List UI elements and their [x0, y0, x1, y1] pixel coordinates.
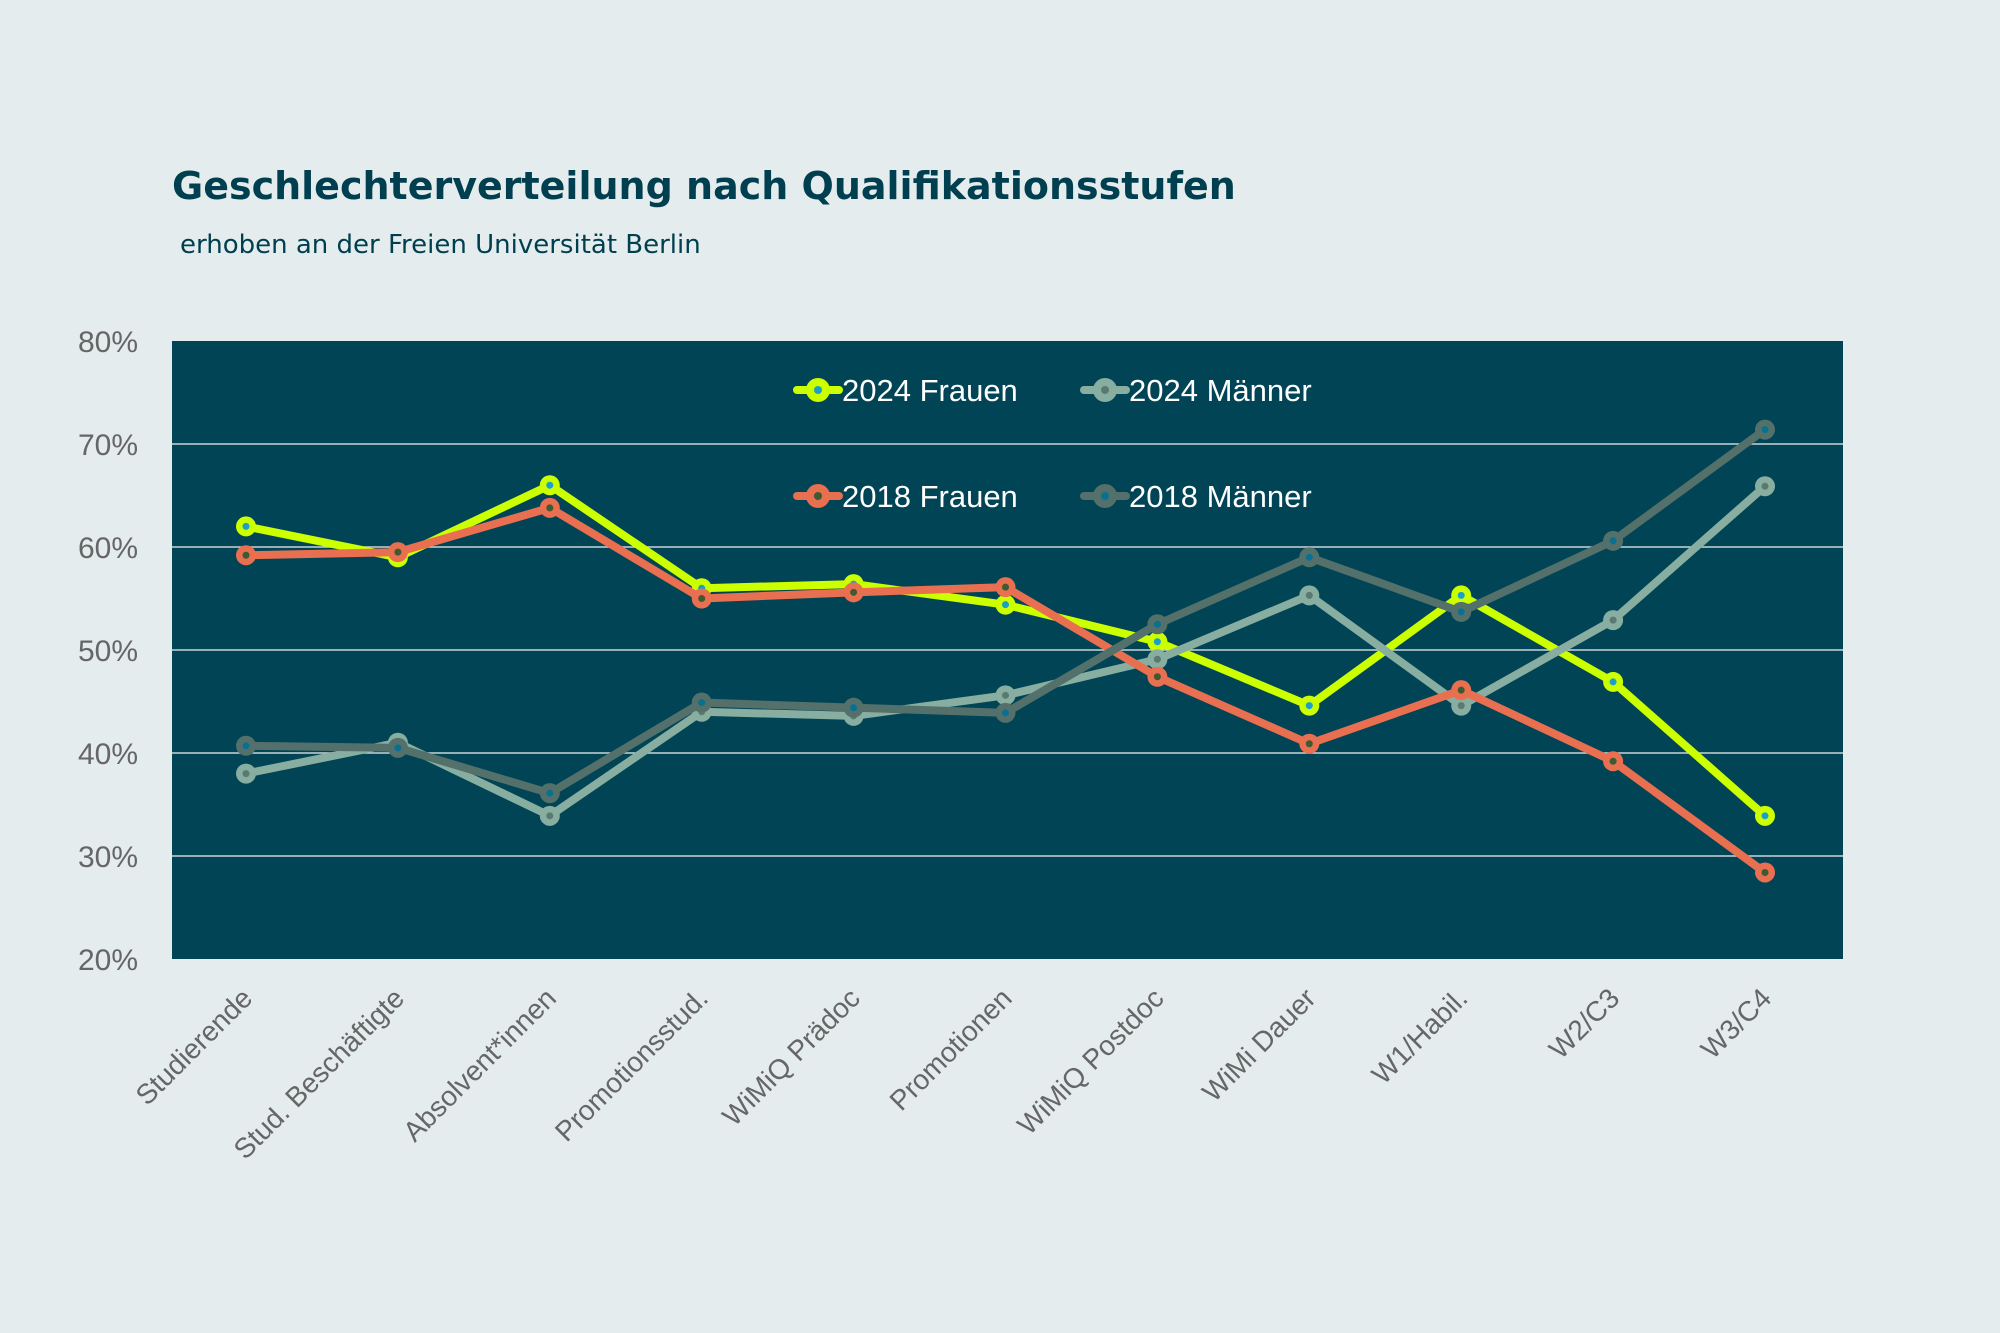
- legend-label: 2024 Männer: [1129, 373, 1312, 408]
- y-tick-label: 80%: [78, 326, 138, 359]
- x-tick-label: Studierende: [130, 982, 259, 1111]
- data-point-center: [698, 595, 706, 602]
- x-tick-label: WiMiQ Postdoc: [1011, 982, 1169, 1140]
- data-point-center: [1153, 655, 1161, 663]
- data-point-center: [1002, 709, 1009, 717]
- data-point-center: [1457, 686, 1465, 694]
- data-point-center: [242, 551, 250, 559]
- x-tick-label: WiMi Dauer: [1196, 982, 1321, 1107]
- y-tick-label: 60%: [78, 532, 138, 565]
- data-point-center: [698, 699, 706, 707]
- data-point-center: [1153, 620, 1161, 628]
- data-point-center: [1457, 591, 1465, 599]
- data-point-center: [394, 548, 402, 556]
- legend-label: 2018 Männer: [1129, 479, 1312, 514]
- legend-marker-center: [814, 386, 822, 394]
- legend-label: 2018 Frauen: [842, 479, 1018, 514]
- legend-label: 2024 Frauen: [842, 373, 1018, 408]
- data-point-center: [850, 704, 858, 712]
- chart-subtitle: erhoben an der Freien Universität Berlin: [180, 230, 701, 260]
- data-point-center: [546, 504, 554, 512]
- x-tick-label: Absolvent*innen: [397, 982, 562, 1147]
- y-tick-label: 70%: [78, 429, 138, 462]
- data-point-center: [394, 744, 402, 752]
- data-point-center: [546, 481, 554, 489]
- data-point-center: [1457, 702, 1465, 710]
- data-point-center: [1761, 812, 1769, 820]
- data-point-center: [1761, 482, 1769, 490]
- x-tick-label: Promotionsstud.: [549, 982, 714, 1147]
- data-point-center: [1305, 740, 1313, 748]
- x-tick-label: Stud. Beschäftigte: [228, 982, 411, 1165]
- data-point-center: [850, 588, 858, 596]
- data-point-center: [242, 742, 250, 750]
- data-point-center: [242, 770, 250, 778]
- x-tick-label: WiMiQ Prädoc: [716, 982, 866, 1132]
- data-point-center: [546, 789, 554, 797]
- data-point-center: [1609, 757, 1617, 765]
- data-point-center: [1002, 583, 1009, 591]
- data-point-center: [1305, 702, 1313, 710]
- x-tick-label: Promotionen: [884, 982, 1018, 1116]
- y-tick-label: 40%: [78, 738, 138, 771]
- legend-marker-center: [814, 492, 822, 500]
- data-point-center: [242, 522, 250, 530]
- data-point-center: [1305, 553, 1313, 561]
- y-tick-label: 50%: [78, 635, 138, 668]
- chart-title: Geschlechterverteilung nach Qualifikatio…: [172, 164, 1236, 208]
- data-point-center: [1305, 591, 1313, 599]
- data-point-center: [1153, 638, 1161, 646]
- data-point-center: [1002, 601, 1009, 609]
- x-tick-label: W3/C4: [1695, 982, 1777, 1064]
- data-point-center: [1002, 691, 1009, 699]
- data-point-center: [1609, 616, 1617, 624]
- x-tick-label: W2/C3: [1543, 982, 1625, 1064]
- data-point-center: [1457, 608, 1465, 616]
- y-tick-label: 20%: [78, 944, 138, 977]
- x-tick-label: W1/Habil.: [1366, 982, 1474, 1090]
- legend-marker-center: [1101, 386, 1109, 394]
- data-point-center: [1761, 426, 1769, 434]
- data-point-center: [1609, 678, 1617, 686]
- data-point-center: [1609, 537, 1617, 545]
- data-point-center: [1153, 673, 1161, 681]
- y-tick-label: 30%: [78, 841, 138, 874]
- data-point-center: [546, 812, 554, 820]
- data-point-center: [1761, 868, 1769, 876]
- legend-marker-center: [1101, 492, 1109, 500]
